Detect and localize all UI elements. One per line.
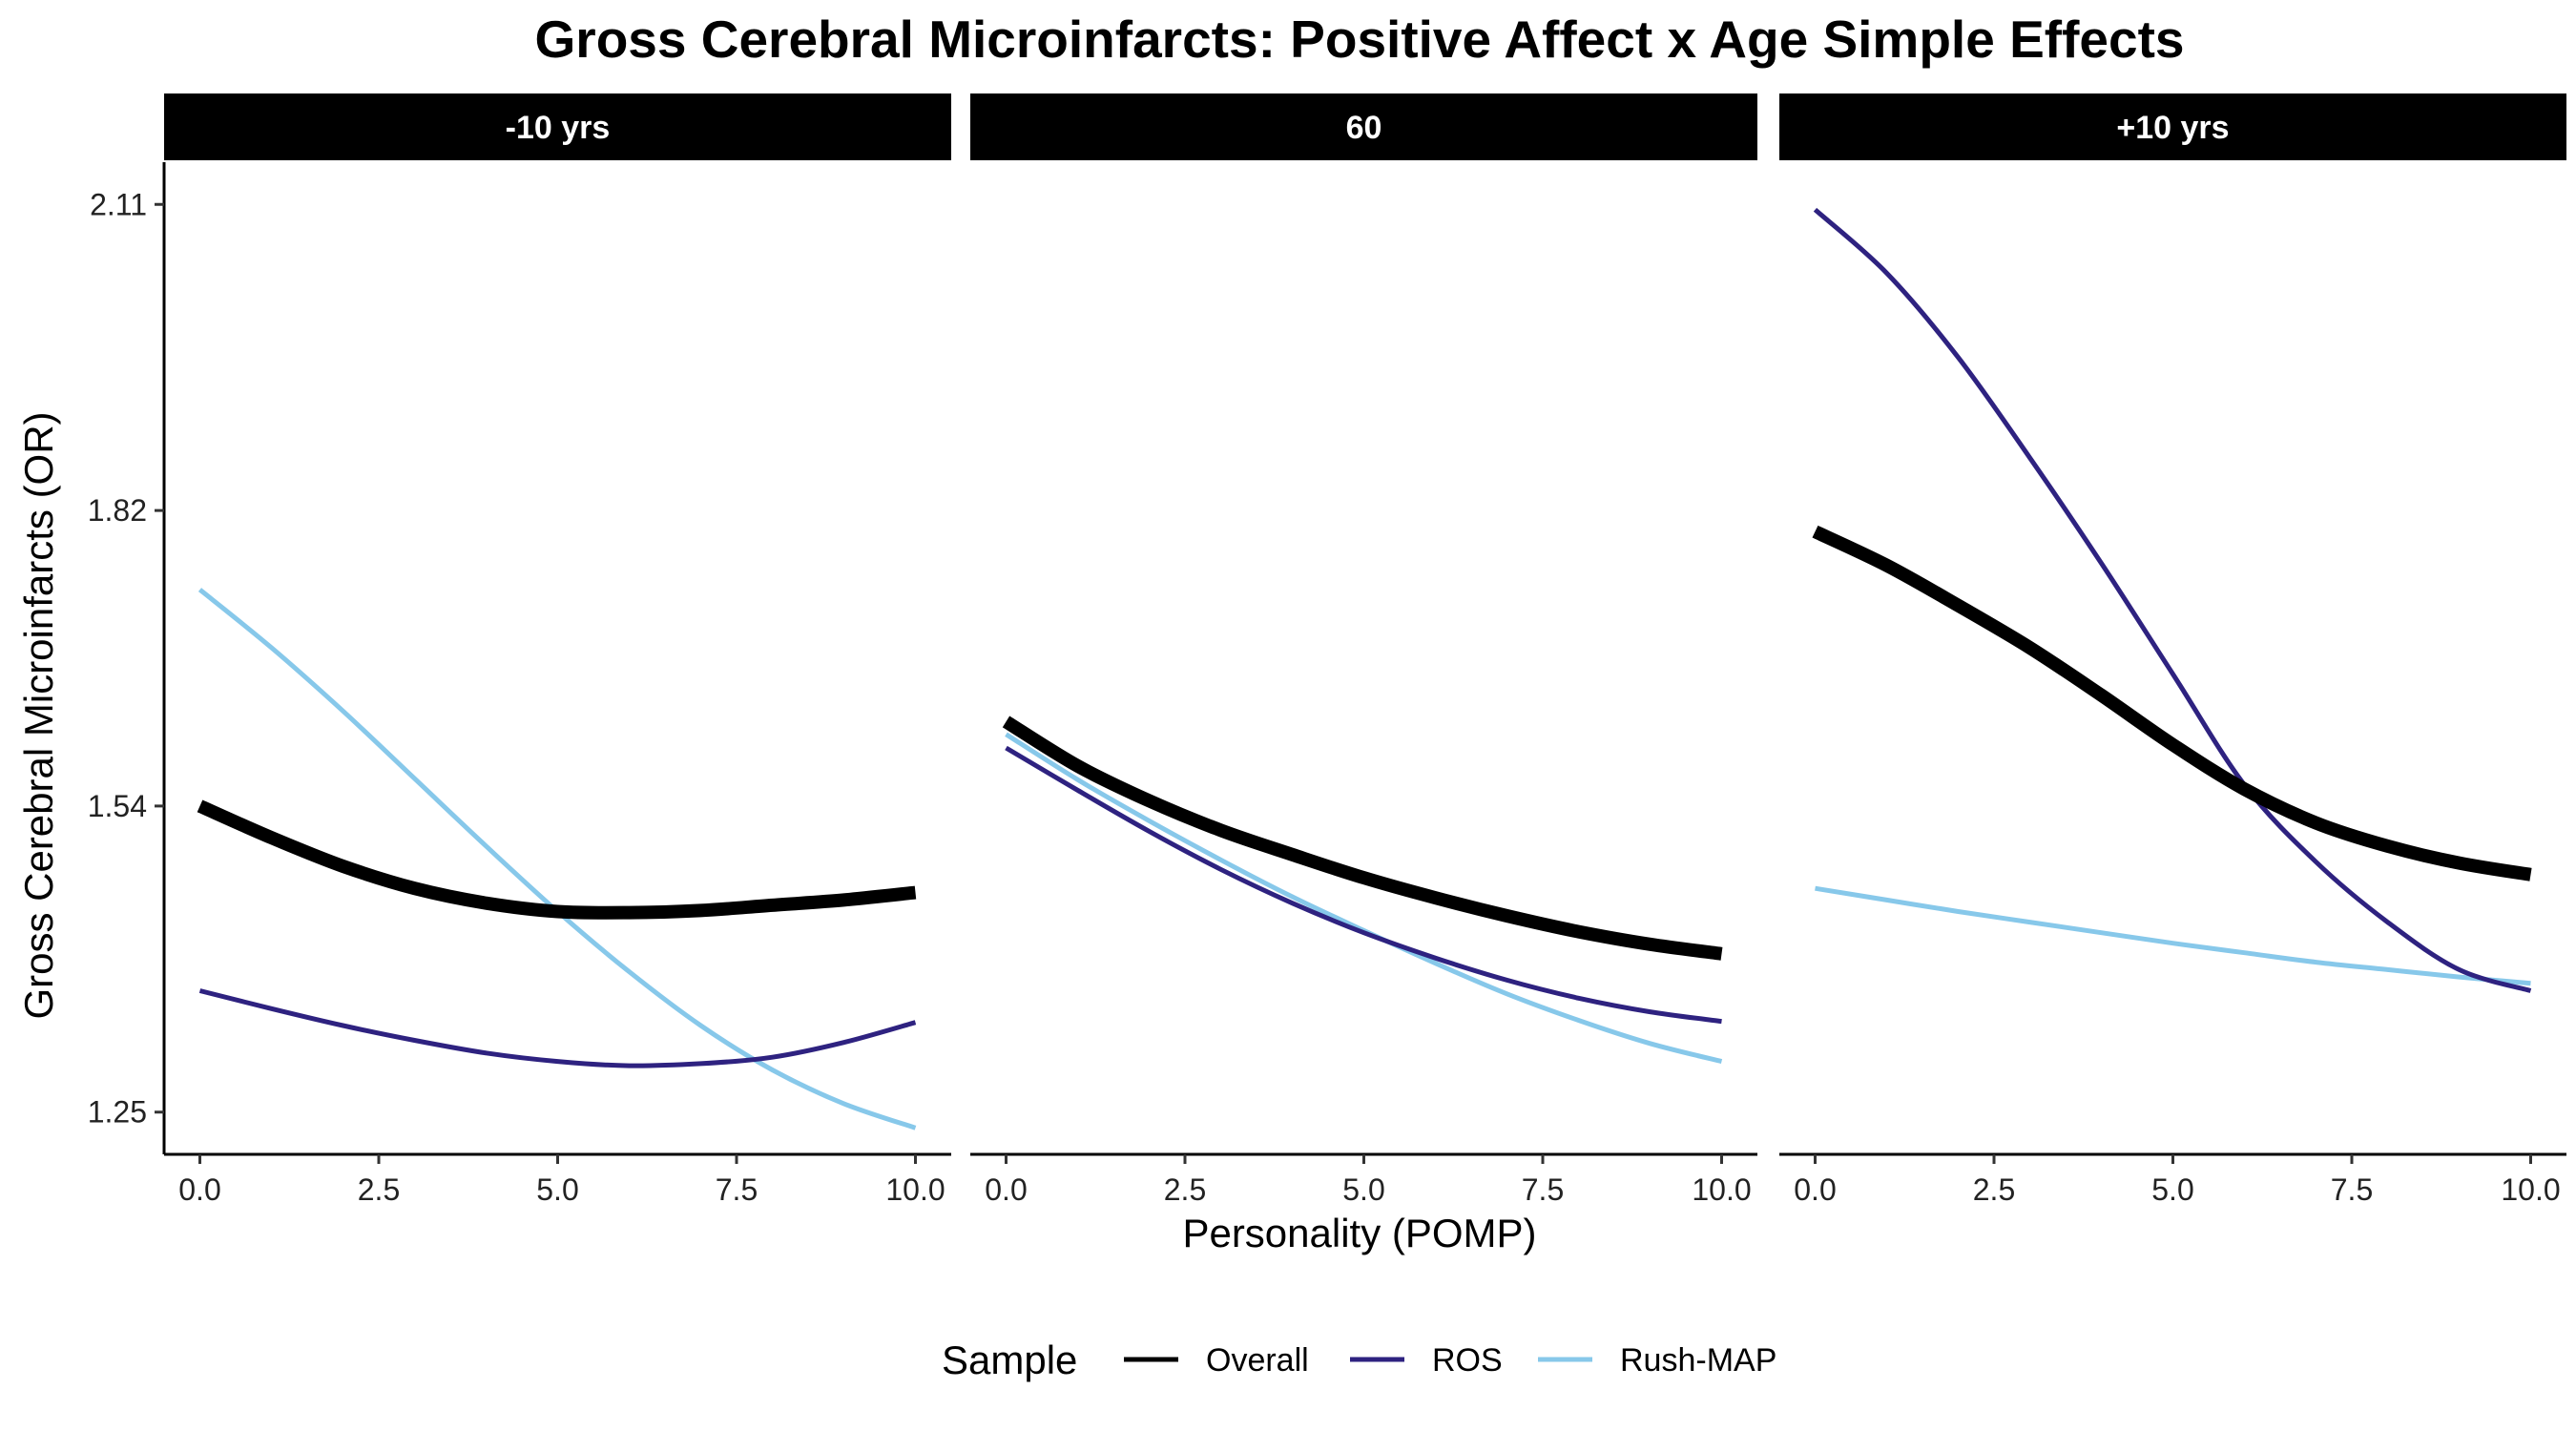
legend: Sample Overall ROS Rush-MAP bbox=[942, 1338, 1776, 1382]
y-tick-label: 1.54 bbox=[88, 789, 147, 823]
series-line-rush-map bbox=[1815, 885, 2531, 986]
facet-strip-label: +10 yrs bbox=[2116, 110, 2229, 146]
series-line-ros bbox=[1813, 207, 2532, 993]
series-line-overall bbox=[197, 799, 917, 920]
x-tick-label: 5.0 bbox=[2151, 1172, 2193, 1207]
y-tick-label: 1.82 bbox=[88, 493, 147, 528]
legend-label-rush-map: Rush-MAP bbox=[1620, 1342, 1776, 1379]
x-tick-label: 2.5 bbox=[1973, 1172, 2015, 1207]
x-tick-label: 2.5 bbox=[1164, 1172, 1206, 1207]
y-tick-label: 1.25 bbox=[88, 1095, 147, 1130]
facet-strip-label: 60 bbox=[1346, 110, 1382, 146]
y-axis-title: Gross Cerebral Microinfarcts (OR) bbox=[16, 411, 61, 1019]
x-tick-label: 0.0 bbox=[985, 1172, 1027, 1207]
facet-strip bbox=[164, 93, 951, 160]
x-axis-title: Personality (POMP) bbox=[1182, 1211, 1536, 1255]
x-tick-label: 5.0 bbox=[1342, 1172, 1384, 1207]
facet-panel-2: 60 0.0 2.5 5.0 7.5 10.0 bbox=[970, 93, 1757, 1207]
x-tick-label: 7.5 bbox=[1522, 1172, 1564, 1207]
x-tick-label: 0.0 bbox=[1794, 1172, 1836, 1207]
x-tick-label: 5.0 bbox=[536, 1172, 578, 1207]
series-line-ros bbox=[198, 988, 917, 1068]
series-line-rush-map bbox=[197, 588, 917, 1130]
x-tick-label: 10.0 bbox=[885, 1172, 945, 1207]
facet-panel-3: +10 yrs 0.0 2.5 5.0 7.5 10.0 bbox=[1779, 93, 2566, 1207]
x-tick-label: 0.0 bbox=[178, 1172, 220, 1207]
x-tick-label: 2.5 bbox=[358, 1172, 400, 1207]
series-line-overall bbox=[1812, 525, 2532, 881]
facet-strip-label: -10 yrs bbox=[506, 110, 611, 146]
x-tick-label: 7.5 bbox=[716, 1172, 758, 1207]
facet-strip bbox=[970, 93, 1757, 160]
x-tick-label: 10.0 bbox=[1692, 1172, 1751, 1207]
x-tick-label: 7.5 bbox=[2331, 1172, 2373, 1207]
legend-label-ros: ROS bbox=[1432, 1342, 1503, 1379]
y-tick-label: 2.11 bbox=[90, 187, 147, 221]
facet-panel-1: -10 yrs 1.25 1.54 1.82 2.11 0.0 2.5 5.0 7.5 10.0 bbox=[88, 93, 951, 1207]
legend-title: Sample bbox=[942, 1338, 1077, 1382]
series-line-overall bbox=[1002, 716, 1723, 961]
chart-title: Gross Cerebral Microinfarcts: Positive A… bbox=[535, 10, 2185, 69]
series-line-ros bbox=[1005, 745, 1722, 1025]
facet-strip bbox=[1779, 93, 2566, 160]
x-tick-label: 10.0 bbox=[2501, 1172, 2560, 1207]
legend-label-overall: Overall bbox=[1206, 1342, 1309, 1379]
